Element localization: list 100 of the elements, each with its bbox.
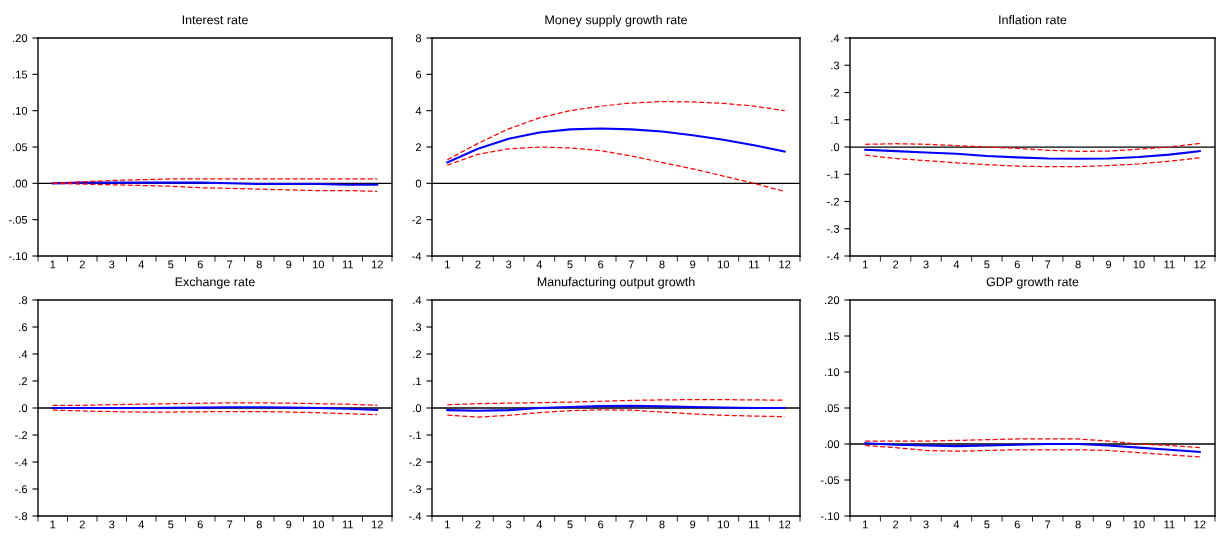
y-tick-label: .3 (413, 323, 422, 332)
y-tick-label: .00 (825, 440, 840, 449)
y-tick-label: .0 (831, 143, 840, 152)
y-tick-label: -2 (412, 215, 422, 224)
x-tick-label: 9 (690, 520, 696, 529)
x-tick-label: 4 (138, 520, 145, 529)
x-tick-label: 12 (371, 520, 383, 529)
y-tick-label: 2 (415, 143, 422, 152)
chart-title: GDP growth rate (986, 277, 1079, 289)
x-tick-label: 6 (598, 260, 604, 269)
y-tick-label: -.2 (15, 431, 28, 440)
x-tick-label: 3 (923, 260, 929, 269)
y-tick-label: .20 (13, 34, 28, 43)
x-tick-label: 12 (371, 260, 383, 269)
y-tick-label: .05 (825, 404, 840, 413)
y-tick-label: .2 (413, 350, 422, 359)
x-tick-label: 10 (718, 520, 730, 529)
y-tick-label: -.3 (827, 225, 840, 233)
y-tick-label: -.4 (15, 458, 28, 467)
x-tick-label: 8 (256, 260, 262, 269)
y-tick-label: .4 (413, 296, 422, 305)
x-tick-label: 1 (862, 520, 868, 529)
y-tick-label: -.4 (409, 512, 422, 521)
x-tick-label: 4 (953, 520, 960, 529)
y-tick-label: -4 (412, 252, 422, 261)
y-tick-label: .10 (825, 368, 840, 377)
x-tick-label: 10 (1133, 520, 1145, 529)
x-tick-label: 12 (779, 260, 791, 269)
x-tick-label: 8 (1075, 520, 1081, 529)
x-tick-label: 11 (749, 260, 760, 269)
x-tick-label: 4 (536, 520, 543, 529)
x-tick-label: 11 (1164, 260, 1175, 269)
y-tick-label: .20 (825, 296, 840, 305)
y-tick-label: .2 (19, 377, 28, 386)
y-tick-label: .8 (19, 296, 28, 305)
x-tick-label: 9 (1105, 520, 1112, 529)
x-tick-label: 11 (342, 520, 353, 529)
x-tick-label: 4 (536, 260, 543, 269)
x-tick-label: 6 (1014, 260, 1020, 269)
x-tick-label: 5 (567, 260, 573, 269)
x-tick-label: 1 (445, 520, 450, 529)
y-tick-label: -.2 (409, 458, 422, 467)
x-tick-label: 12 (1194, 260, 1206, 269)
y-tick-label: -.05 (820, 476, 840, 485)
x-tick-label: 1 (50, 520, 56, 529)
x-tick-label: 6 (1014, 520, 1020, 529)
y-tick-label: .15 (825, 332, 840, 341)
y-tick-label: .1 (831, 116, 840, 124)
x-tick-label: 5 (567, 520, 573, 529)
y-tick-label: .4 (19, 350, 28, 359)
x-tick-label: 1 (445, 260, 450, 269)
y-tick-label: 6 (415, 70, 422, 79)
y-tick-label: -.4 (827, 252, 840, 261)
x-tick-label: 3 (109, 520, 115, 529)
x-tick-label: 5 (168, 260, 174, 269)
y-tick-label: 8 (415, 34, 422, 43)
x-tick-label: 6 (197, 520, 203, 529)
y-tick-label: -.10 (8, 252, 28, 261)
x-tick-label: 4 (138, 260, 145, 269)
chart-title: Manufacturing output growth (537, 277, 695, 289)
y-tick-label: .15 (13, 70, 28, 79)
y-tick-label: .0 (19, 404, 28, 413)
x-tick-label: 5 (984, 260, 990, 269)
x-tick-label: 8 (1075, 260, 1081, 269)
x-tick-label: 11 (749, 520, 760, 529)
x-tick-label: 2 (79, 260, 85, 269)
y-tick-label: -.3 (409, 485, 422, 494)
x-tick-label: 9 (286, 520, 292, 529)
x-tick-label: 5 (984, 520, 990, 529)
y-tick-label: .05 (13, 143, 28, 152)
x-tick-label: 10 (718, 260, 730, 269)
x-tick-label: 9 (1105, 260, 1112, 269)
x-tick-label: 12 (779, 520, 791, 529)
x-tick-label: 10 (1133, 260, 1145, 269)
x-tick-label: 1 (862, 260, 868, 269)
chart-title: Interest rate (182, 15, 248, 25)
y-tick-label: .00 (13, 179, 28, 188)
x-tick-label: 1 (50, 260, 56, 269)
x-tick-label: 10 (312, 260, 324, 269)
x-tick-label: 8 (659, 520, 665, 529)
x-tick-label: 5 (168, 520, 174, 529)
x-tick-label: 7 (628, 520, 634, 529)
x-tick-label: 7 (1045, 520, 1051, 529)
y-tick-label: -.1 (409, 431, 422, 440)
x-tick-label: 7 (628, 260, 634, 269)
x-tick-label: 2 (79, 520, 85, 529)
x-tick-label: 2 (475, 260, 481, 269)
y-tick-label: -.8 (15, 512, 28, 521)
x-tick-label: 11 (1164, 520, 1175, 529)
x-tick-label: 3 (923, 520, 929, 529)
x-tick-label: 9 (286, 260, 292, 269)
y-tick-label: -.05 (8, 215, 28, 224)
x-tick-label: 11 (342, 260, 353, 269)
x-tick-label: 7 (1045, 260, 1051, 269)
y-tick-label: .3 (831, 61, 840, 70)
x-tick-label: 4 (953, 260, 960, 269)
x-tick-label: 2 (893, 260, 899, 269)
x-tick-label: 2 (475, 520, 481, 529)
x-tick-label: 7 (227, 520, 233, 529)
x-tick-label: 6 (197, 260, 203, 269)
